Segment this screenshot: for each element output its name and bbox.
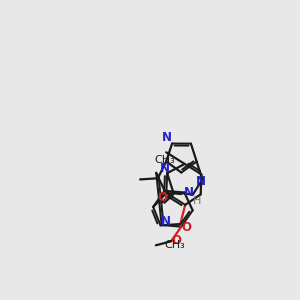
Text: H: H: [193, 196, 201, 206]
Text: N: N: [196, 175, 206, 188]
Text: CH₃: CH₃: [154, 155, 175, 165]
Text: N: N: [184, 186, 194, 199]
Text: O: O: [171, 234, 181, 247]
Text: O: O: [181, 220, 191, 233]
Text: CH₃: CH₃: [165, 240, 185, 250]
Text: N: N: [160, 162, 170, 175]
Text: O: O: [158, 191, 167, 204]
Text: N: N: [162, 131, 172, 144]
Text: N: N: [160, 215, 170, 228]
